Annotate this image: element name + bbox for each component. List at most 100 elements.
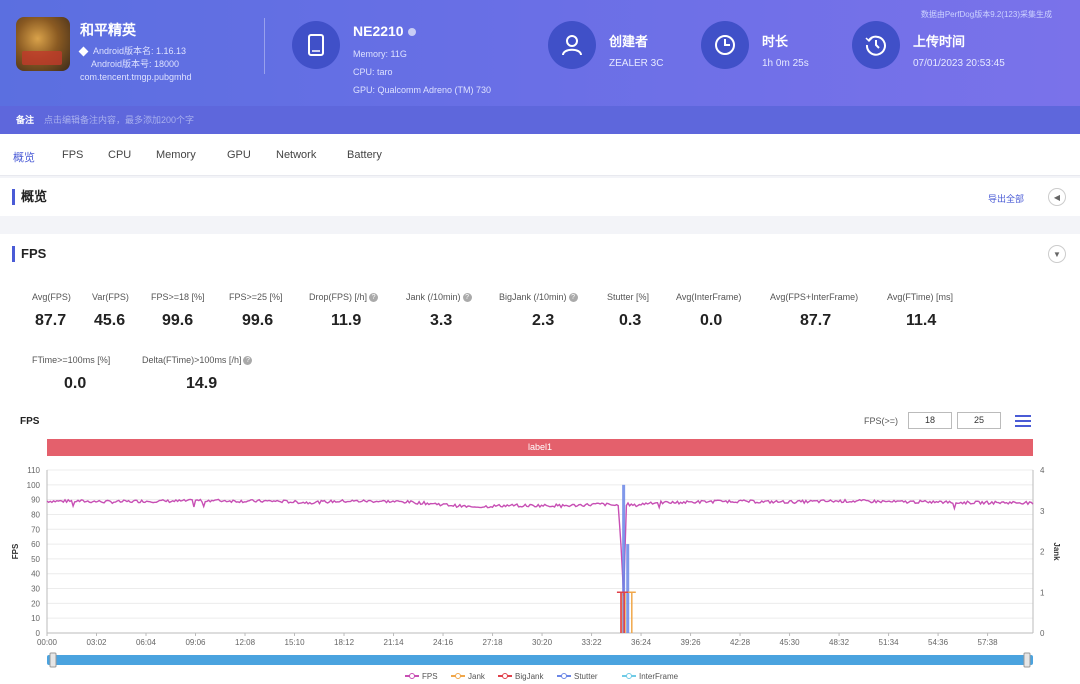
note-label: 备注 [16, 115, 35, 125]
tab-fps[interactable]: FPS [62, 149, 84, 161]
zoom-handle-left [49, 652, 57, 668]
legend-label: InterFrame [639, 672, 679, 681]
legend-marker [561, 673, 567, 679]
legend-label: Jank [468, 672, 486, 681]
android-icon [78, 46, 89, 57]
y2-tick-label: 1 [1040, 588, 1045, 597]
header-divider [264, 18, 265, 74]
export-all-link[interactable]: 导出全部 [987, 194, 1024, 204]
stat-avg-interframe: Avg(InterFrame) 0.0 [676, 292, 742, 329]
x-tick-label: 06:04 [136, 638, 157, 647]
stat-fps-18: FPS>=18 [%] 99.6 [151, 292, 205, 329]
user-icon [548, 21, 596, 69]
threshold-label: FPS(>=) [864, 416, 899, 426]
device-name: NE2210 [353, 23, 416, 39]
x-tick-label: 09:06 [185, 638, 206, 647]
x-tick-label: 12:08 [235, 638, 256, 647]
zoom-handle-right [1023, 652, 1031, 668]
x-tick-label: 03:02 [86, 638, 107, 647]
app-icon [16, 17, 70, 71]
legend-label: Stutter [574, 672, 598, 681]
help-icon[interactable]: ? [243, 356, 253, 366]
device-memory: Memory: 11G [353, 49, 407, 59]
collapse-left-icon[interactable]: ◀ [1048, 188, 1066, 206]
tab-cpu[interactable]: CPU [108, 149, 132, 161]
fps-chart[interactable]: 0 10 20 30 40 50 60 70 80 90 100 110 0 1 2 3 4 00:00 03:02… [0, 456, 1080, 684]
tab-network[interactable]: Network [276, 149, 317, 161]
info-icon[interactable] [407, 28, 416, 37]
note-bar[interactable]: 备注 点击编辑备注内容，最多添加200个字 [0, 106, 1080, 134]
tab-overview[interactable]: 概览 [13, 152, 35, 164]
x-tick-label: 48:32 [829, 638, 850, 647]
x-tick-label: 51:34 [879, 638, 900, 647]
legend-label: BigJank [515, 672, 544, 681]
y2-tick-label: 3 [1040, 507, 1045, 516]
x-tick-label: 36:24 [631, 638, 652, 647]
stutter-bar [622, 484, 626, 633]
creator-label: 创建者 [609, 34, 649, 49]
stat-stutter: Stutter [%] 0.3 [607, 292, 650, 329]
phone-icon [292, 21, 340, 69]
stat-avg-fps: Avg(FPS) 87.7 [32, 292, 71, 329]
device-cpu: CPU: taro [353, 67, 393, 77]
threshold-input-2[interactable]: 25 [957, 412, 1001, 429]
x-tick-label: 33:22 [582, 638, 603, 647]
duration-label: 时长 [762, 34, 789, 49]
x-tick-label: 39:26 [681, 638, 702, 647]
x-tick-label: 21:14 [384, 638, 405, 647]
y-tick-label: 90 [31, 496, 40, 505]
threshold-input-1[interactable]: 18 [908, 412, 952, 429]
upload-time-label: 上传时间 [913, 34, 966, 49]
legend-marker [502, 673, 508, 679]
tab-bar: 概览 FPS CPU Memory GPU Network Battery [0, 134, 1080, 176]
fps-section-title: FPS [12, 246, 46, 262]
chart-title: FPS [20, 416, 40, 427]
stat-avg-fps-interframe: Avg(FPS+InterFrame) 87.7 [770, 292, 859, 329]
note-placeholder[interactable]: 点击编辑备注内容，最多添加200个字 [44, 115, 195, 125]
x-tick-label: 54:36 [928, 638, 949, 647]
stat-var-fps: Var(FPS) 45.6 [92, 292, 129, 329]
tab-memory[interactable]: Memory [156, 149, 196, 161]
history-icon [852, 21, 900, 69]
series-line-fps [46, 498, 1034, 597]
x-tick-label: 42:28 [730, 638, 751, 647]
y-tick-label: 60 [31, 540, 40, 549]
duration-value: 1h 0m 25s [762, 58, 809, 69]
y-axis-label: FPS [11, 543, 20, 559]
version-note: 数据由PerfDog版本9.2(123)采集生成 [920, 10, 1052, 19]
stat-ftime-100: FTime>=100ms [%] 0.0 [32, 355, 111, 392]
stutter-bar [626, 544, 630, 633]
x-tick-label: 27:18 [483, 638, 504, 647]
x-tick-label: 30:20 [532, 638, 553, 647]
y-tick-label: 40 [31, 570, 40, 579]
y-tick-label: 30 [31, 585, 40, 594]
y2-tick-label: 0 [1040, 629, 1045, 638]
collapse-down-icon[interactable]: ▼ [1048, 245, 1066, 263]
x-tick-label: 45:30 [780, 638, 801, 647]
label-bar[interactable]: label1 [47, 439, 1033, 456]
stat-avg-ftime: Avg(FTime) [ms] 11.4 [887, 292, 954, 329]
creator-value: ZEALER 3C [609, 58, 664, 69]
legend-marker [626, 673, 632, 679]
tab-battery[interactable]: Battery [347, 149, 382, 161]
stat-delta-ftime: Delta(FTime)>100ms [/h]? 14.9 [142, 355, 253, 393]
legend-label: FPS [422, 672, 438, 681]
tab-gpu[interactable]: GPU [227, 149, 251, 161]
help-icon[interactable]: ? [568, 293, 578, 303]
x-tick-label: 57:38 [978, 638, 999, 647]
device-gpu: GPU: Qualcomm Adreno (TM) 730 [353, 85, 492, 95]
overview-section: 概览 导出全部 ◀ [0, 178, 1080, 216]
y-tick-label: 70 [31, 525, 40, 534]
table-view-icon[interactable] [1015, 415, 1031, 427]
stat-jank: Jank (/10min)? 3.3 [406, 292, 472, 330]
y-tick-label: 0 [36, 629, 41, 638]
stat-fps-25: FPS>=25 [%] 99.6 [229, 292, 283, 329]
legend-marker [455, 673, 461, 679]
x-tick-label: 00:00 [37, 638, 58, 647]
fps-section: FPS ▼ [0, 234, 1080, 684]
help-icon[interactable]: ? [462, 293, 472, 303]
app-version-code: Android版本号: 18000 [91, 59, 180, 69]
upload-time-value: 07/01/2023 20:53:45 [913, 58, 1005, 69]
y-tick-label: 100 [27, 481, 41, 490]
help-icon[interactable]: ? [369, 293, 379, 303]
